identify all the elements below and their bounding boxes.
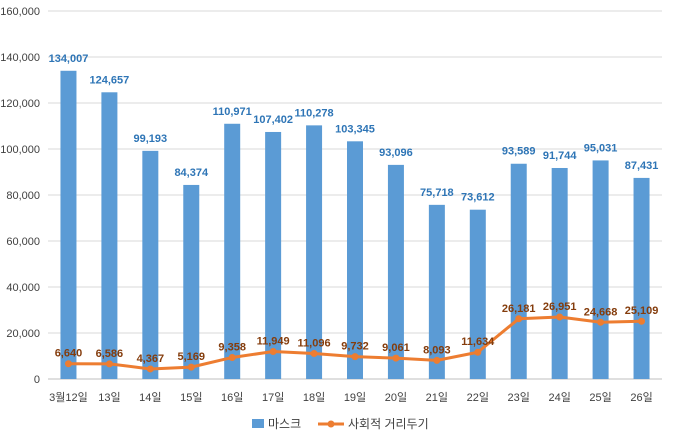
line-data-label: 11,949 [257,336,290,348]
y-tick-label: 120,000 [0,98,40,110]
line-series: 6,640 6,586 4,367 5,169 9,358 11,949 11,096 9,7… [55,301,659,373]
line-point [351,353,359,361]
bar-data-label: 95,031 [584,142,618,154]
y-tick-label: 20,000 [6,328,40,340]
bar [306,125,323,380]
line-point [597,318,605,326]
bar [469,209,486,379]
line-point [310,349,318,357]
legend-swatch-bar [252,419,264,428]
line-data-label: 9,061 [382,342,410,354]
bar [387,164,404,379]
bar-data-label: 99,193 [134,133,168,145]
y-tick-label: 140,000 [0,52,40,64]
line-point [638,317,646,325]
x-tick-label: 21일 [426,390,448,404]
bar [101,92,118,379]
bar-data-label: 75,718 [420,187,454,199]
line-point [269,348,277,356]
bar-data-label: 124,657 [90,74,130,86]
line-point [433,356,441,364]
line-data-label: 11,096 [298,337,331,349]
x-tick-label: 19일 [344,390,366,404]
x-tick-label: 16일 [221,390,243,404]
x-tick-label: 23일 [508,390,530,404]
line-point [474,348,482,356]
bar [183,184,200,379]
line-data-label: 5,169 [178,351,206,363]
y-tick-label: 100,000 [0,144,40,156]
x-tick-label: 17일 [262,390,284,404]
bar [60,70,77,379]
y-tick-label: 160,000 [0,6,40,18]
bar [142,150,159,379]
y-tick-label: 80,000 [6,190,40,202]
line-data-label: 8,093 [423,344,451,356]
line-data-label: 25,109 [625,305,659,317]
bar-data-label: 103,345 [335,123,375,135]
line-data-label: 6,640 [55,348,83,360]
bar [428,204,445,379]
x-tick-label: 18일 [303,390,325,404]
line-data-label: 24,668 [584,306,618,318]
bar [265,131,282,379]
bar [592,160,609,379]
line-point [187,363,195,371]
bar-data-label: 93,589 [502,146,536,158]
x-axis-ticks: 3월12일 13일 14일 15일 16일 17일 18일 19일 20일 21일 22일 23일 24… [49,390,653,404]
y-tick-label: 40,000 [6,282,40,294]
line-data-label: 11,634 [461,336,495,348]
line-point [105,360,113,368]
line-point [556,313,564,321]
y-tick-label: 60,000 [6,236,40,248]
bar [551,167,568,379]
legend-label-line: 사회적 거리두기 [348,417,429,431]
line-point [64,360,72,368]
line-point [515,315,523,323]
line-data-label: 26,951 [543,301,577,313]
line-point [146,365,154,373]
line-point [228,353,236,361]
line-data-label: 4,367 [137,353,165,365]
x-tick-label: 14일 [139,390,161,404]
line-data-label: 6,586 [96,348,124,360]
bar [510,163,527,379]
x-tick-label: 22일 [467,390,489,404]
bar-data-label: 93,096 [379,147,413,159]
line-point [392,354,400,362]
y-tick-label: 0 [34,374,40,386]
line-data-label: 9,358 [218,341,246,353]
line-data-label: 9,732 [341,341,369,353]
legend: 마스크 사회적 거리두기 [252,417,429,431]
line-data-label: 26,181 [502,303,536,315]
bar-data-label: 110,278 [294,107,333,119]
legend-swatch-marker [327,420,335,428]
bar [633,177,650,379]
bar-data-label: 107,402 [253,114,293,126]
bar [224,123,241,380]
x-tick-label: 13일 [98,390,120,404]
x-tick-label: 20일 [385,390,407,404]
bar-data-label: 84,374 [174,167,209,179]
x-tick-label: 3월12일 [49,390,88,404]
bar-data-label: 87,431 [625,160,659,172]
x-tick-label: 25일 [589,390,611,404]
x-tick-label: 26일 [630,390,652,404]
bar [347,141,363,379]
bar-data-label: 73,612 [461,192,495,204]
x-tick-label: 24일 [548,390,570,404]
legend-label-bar: 마스크 [268,417,301,431]
bar-data-label: 91,744 [543,150,578,162]
y-axis-ticks: 0 20,000 40,000 60,000 80,000 100,000 120,000 1… [0,6,40,386]
bar-data-label: 134,007 [49,53,89,65]
bar-data-label: 110,971 [213,106,252,118]
x-tick-label: 15일 [180,390,202,404]
